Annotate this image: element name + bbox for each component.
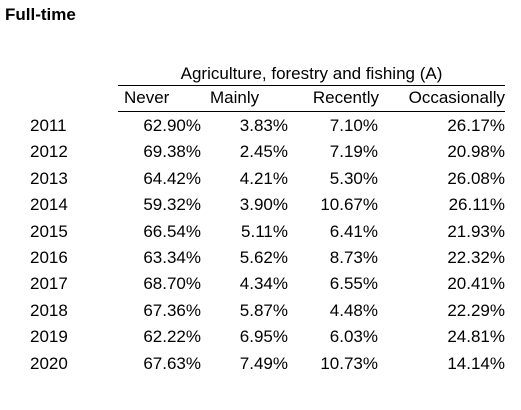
cell-mainly: 5.87% <box>202 298 288 324</box>
cell-mainly: 5.62% <box>202 245 288 271</box>
cell-never: 66.54% <box>118 219 201 245</box>
column-header-never: Never <box>118 85 202 112</box>
cell-occasionally: 22.29% <box>379 298 505 324</box>
row-year: 2019 <box>30 324 82 350</box>
cell-occasionally: 21.93% <box>379 219 505 245</box>
table-row: 2011 62.90% 3.83% 7.10% 26.17% <box>0 113 521 139</box>
cell-mainly: 6.95% <box>202 324 288 350</box>
cell-occasionally: 26.08% <box>379 166 505 192</box>
column-header-mainly: Mainly <box>202 85 289 112</box>
cell-recently: 4.48% <box>289 298 378 324</box>
cell-never: 68.70% <box>118 271 201 297</box>
cell-occasionally: 20.98% <box>379 139 505 165</box>
row-year: 2014 <box>30 192 82 218</box>
cell-occasionally: 24.81% <box>379 324 505 350</box>
table-row: 2017 68.70% 4.34% 6.55% 20.41% <box>0 271 521 297</box>
cell-occasionally: 20.41% <box>379 271 505 297</box>
cell-mainly: 3.90% <box>202 192 288 218</box>
cell-occasionally: 26.17% <box>379 113 505 139</box>
column-header-label: Recently <box>289 85 379 111</box>
cell-never: 67.36% <box>118 298 201 324</box>
cell-never: 62.90% <box>118 113 201 139</box>
row-year: 2020 <box>30 351 82 377</box>
table-row: 2013 64.42% 4.21% 5.30% 26.08% <box>0 166 521 192</box>
cell-never: 59.32% <box>118 192 201 218</box>
cell-never: 69.38% <box>118 139 201 165</box>
cell-recently: 6.41% <box>289 219 378 245</box>
cell-never: 64.42% <box>118 166 201 192</box>
column-header-label: Occasionally <box>379 85 505 111</box>
cell-recently: 6.03% <box>289 324 378 350</box>
cell-recently: 7.19% <box>289 139 378 165</box>
cell-recently: 6.55% <box>289 271 378 297</box>
cell-mainly: 5.11% <box>202 219 288 245</box>
row-year: 2013 <box>30 166 82 192</box>
cell-recently: 8.73% <box>289 245 378 271</box>
row-year: 2012 <box>30 139 82 165</box>
table-row: 2018 67.36% 5.87% 4.48% 22.29% <box>0 298 521 324</box>
cell-mainly: 7.49% <box>202 351 288 377</box>
group-header: Agriculture, forestry and fishing (A) <box>118 62 505 86</box>
column-header-occasionally: Occasionally <box>379 85 505 112</box>
cell-occasionally: 14.14% <box>379 351 505 377</box>
cell-never: 67.63% <box>118 351 201 377</box>
row-year: 2016 <box>30 245 82 271</box>
page-title: Full-time <box>5 5 76 25</box>
table-row: 2014 59.32% 3.90% 10.67% 26.11% <box>0 192 521 218</box>
cell-recently: 10.73% <box>289 351 378 377</box>
table-row: 2019 62.22% 6.95% 6.03% 24.81% <box>0 324 521 350</box>
cell-mainly: 3.83% <box>202 113 288 139</box>
row-year: 2011 <box>30 113 82 139</box>
row-year: 2015 <box>30 219 82 245</box>
column-header-label: Mainly <box>202 85 289 111</box>
table-row: 2020 67.63% 7.49% 10.73% 14.14% <box>0 351 521 377</box>
cell-recently: 10.67% <box>289 192 378 218</box>
row-year: 2017 <box>30 271 82 297</box>
cell-occasionally: 26.11% <box>379 192 505 218</box>
cell-mainly: 4.34% <box>202 271 288 297</box>
cell-never: 63.34% <box>118 245 201 271</box>
table-row: 2016 63.34% 5.62% 8.73% 22.32% <box>0 245 521 271</box>
column-header-label: Never <box>118 85 202 111</box>
table-row: 2015 66.54% 5.11% 6.41% 21.93% <box>0 219 521 245</box>
cell-never: 62.22% <box>118 324 201 350</box>
table-row: 2012 69.38% 2.45% 7.19% 20.98% <box>0 139 521 165</box>
cell-mainly: 2.45% <box>202 139 288 165</box>
cell-occasionally: 22.32% <box>379 245 505 271</box>
column-header-recently: Recently <box>289 85 379 112</box>
table-body: 2011 62.90% 3.83% 7.10% 26.17% 2012 69.3… <box>0 113 521 377</box>
cell-recently: 7.10% <box>289 113 378 139</box>
cell-mainly: 4.21% <box>202 166 288 192</box>
cell-recently: 5.30% <box>289 166 378 192</box>
row-year: 2018 <box>30 298 82 324</box>
